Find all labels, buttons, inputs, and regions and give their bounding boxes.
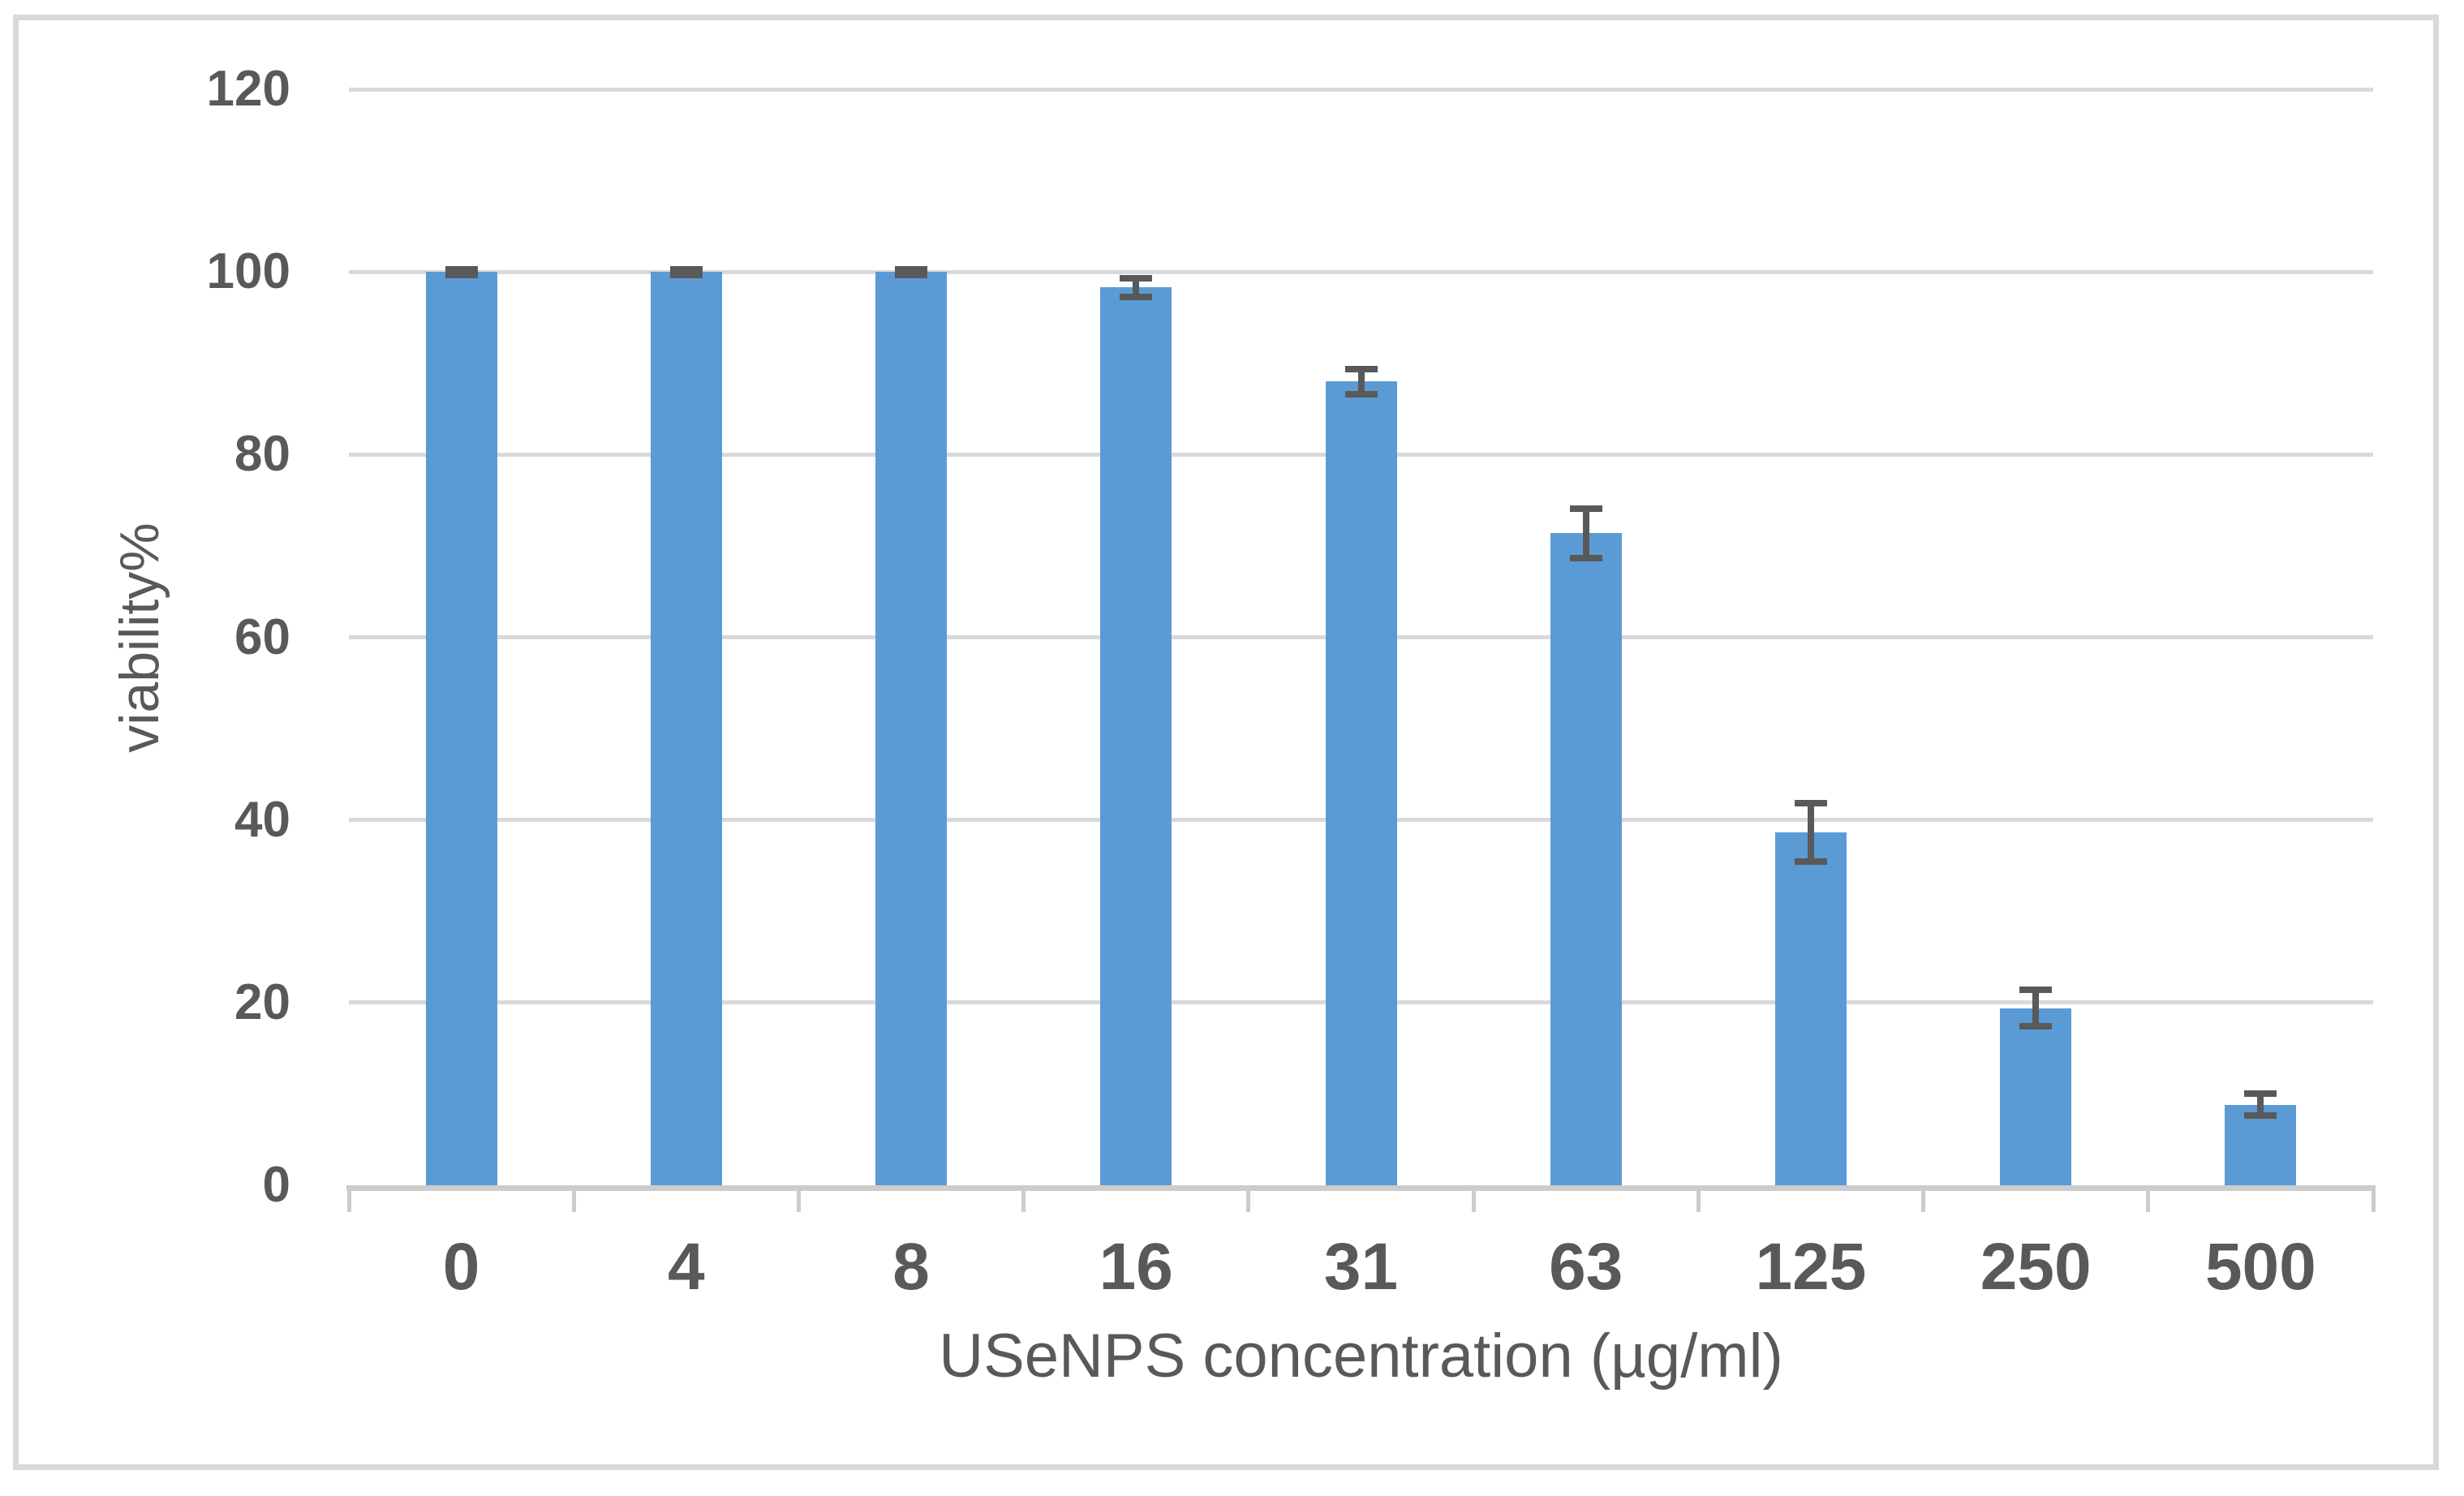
axis-tick [571, 1191, 576, 1212]
axis-tick [1021, 1191, 1026, 1212]
error-bar-cap [1794, 858, 1827, 866]
y-tick-label: 40 [234, 791, 290, 848]
error-bar-cap [1120, 275, 1153, 282]
axis-tick [1696, 1191, 1701, 1212]
error-bar [1807, 803, 1814, 862]
x-axis-line [346, 1185, 2376, 1191]
error-bar-cap [1794, 800, 1827, 807]
x-tick-label: 500 [2204, 1230, 2316, 1304]
error-bar [1582, 508, 1589, 558]
axis-tick [346, 1191, 351, 1212]
y-tick-label: 120 [206, 61, 290, 117]
y-tick-label: 60 [234, 608, 290, 665]
error-bar [1133, 278, 1140, 297]
error-bar-cap [2244, 1090, 2277, 1098]
error-bar-cap [1569, 554, 1602, 561]
error-bar-cap [669, 265, 703, 273]
bar [1550, 533, 1622, 1185]
figure-border [13, 15, 2439, 1470]
bar [875, 272, 948, 1185]
error-bar-cap [1344, 391, 1378, 398]
bar [1774, 832, 1847, 1185]
axis-tick [2146, 1191, 2151, 1212]
error-bar-cap [895, 265, 928, 273]
error-bar-cap [669, 271, 703, 278]
bar [2000, 1008, 2072, 1185]
x-tick-label: 125 [1755, 1230, 1867, 1304]
error-bar-cap [895, 271, 928, 278]
axis-tick [1921, 1191, 1926, 1212]
error-bar [2257, 1094, 2264, 1116]
x-tick-label: 0 [442, 1230, 480, 1304]
bar [425, 272, 497, 1185]
error-bar-cap [1120, 293, 1153, 300]
x-tick-label: 4 [668, 1230, 705, 1304]
x-axis-title: USeNPS concentration (µg/ml) [939, 1322, 1783, 1391]
axis-tick [796, 1191, 801, 1212]
x-tick-label: 8 [892, 1230, 930, 1304]
axis-tick [2371, 1191, 2376, 1212]
x-tick-label: 16 [1099, 1230, 1173, 1304]
axis-tick [1471, 1191, 1476, 1212]
gridline [349, 87, 2373, 92]
gridline [349, 269, 2373, 274]
bar [650, 272, 722, 1185]
error-bar-cap [2019, 987, 2053, 994]
error-bar-cap [1344, 365, 1378, 372]
error-bar [1357, 368, 1365, 395]
error-bar-cap [2244, 1112, 2277, 1120]
bar [1325, 381, 1397, 1185]
x-tick-label: 250 [1980, 1230, 2092, 1304]
y-tick-label: 20 [234, 974, 290, 1030]
error-bar-cap [1569, 505, 1602, 512]
error-bar [2032, 990, 2040, 1027]
error-bar-cap [2019, 1023, 2053, 1030]
bar [1100, 287, 1172, 1185]
axis-tick [1246, 1191, 1251, 1212]
y-tick-label: 0 [262, 1157, 290, 1213]
x-tick-label: 63 [1549, 1230, 1623, 1304]
error-bar-cap [445, 265, 478, 273]
y-tick-label: 80 [234, 426, 290, 483]
y-tick-label: 100 [206, 243, 290, 300]
x-tick-label: 31 [1323, 1230, 1399, 1304]
error-bar-cap [445, 271, 478, 278]
